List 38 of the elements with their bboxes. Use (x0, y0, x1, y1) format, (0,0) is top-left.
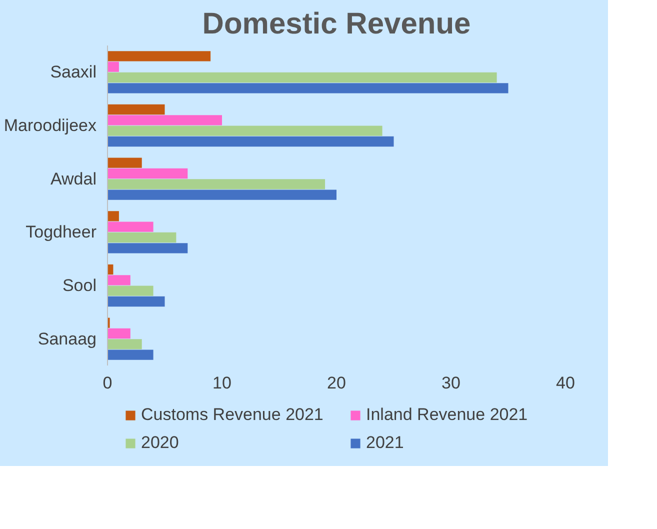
bar (108, 136, 394, 147)
bar (108, 115, 222, 126)
x-tick-label: 0 (102, 374, 112, 392)
bar (108, 275, 130, 286)
y-tick-label: Saaxil (50, 62, 97, 82)
x-tick-label: 10 (212, 374, 232, 392)
y-tick-label: Maroodijeex (4, 116, 97, 135)
chart-title: Domestic Revenue (202, 8, 471, 40)
bar (108, 62, 119, 72)
bar (108, 350, 154, 360)
bar (108, 286, 154, 296)
legend-label: 2020 (141, 432, 180, 452)
bar (108, 328, 130, 339)
bar (108, 339, 142, 350)
bar (108, 211, 119, 222)
x-tick-label: 40 (556, 374, 575, 392)
legend-label: Customs Revenue 2021 (141, 404, 324, 424)
bar (108, 168, 188, 179)
bar (108, 222, 154, 232)
bar (108, 243, 188, 254)
bar (108, 296, 165, 307)
legend-label: Inland Revenue 2021 (366, 404, 529, 424)
bar (108, 179, 326, 190)
x-tick-label: 20 (327, 374, 346, 392)
bar (108, 72, 497, 83)
bar (108, 83, 508, 94)
y-tick-label: Awdal (50, 169, 97, 188)
legend-label: 2021 (366, 432, 405, 452)
bar (108, 158, 142, 168)
y-tick-label: Sool (62, 276, 97, 295)
bar (108, 51, 211, 62)
bar (108, 190, 336, 200)
y-tick-label: Togdheer (26, 222, 97, 242)
x-tick-label: 30 (442, 374, 460, 392)
y-tick-label: Sanaag (38, 329, 97, 348)
bar (108, 126, 382, 136)
bar (108, 104, 165, 115)
bar (108, 232, 176, 243)
